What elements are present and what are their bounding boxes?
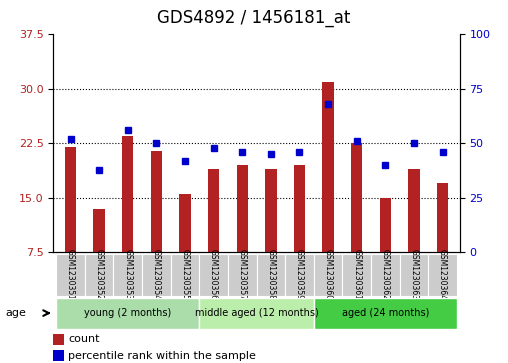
Bar xyxy=(400,254,428,296)
Bar xyxy=(294,165,305,252)
Bar xyxy=(179,194,190,252)
Text: GSM1230363: GSM1230363 xyxy=(409,249,419,301)
Bar xyxy=(53,334,64,345)
Text: GDS4892 / 1456181_at: GDS4892 / 1456181_at xyxy=(157,9,351,27)
Text: middle aged (12 months): middle aged (12 months) xyxy=(195,308,319,318)
Bar xyxy=(228,254,257,296)
Bar xyxy=(237,165,248,252)
Bar xyxy=(285,254,314,296)
Text: GSM1230361: GSM1230361 xyxy=(352,249,361,301)
Text: age: age xyxy=(5,308,26,318)
Text: GSM1230354: GSM1230354 xyxy=(152,249,161,301)
Bar xyxy=(113,254,142,296)
Text: young (2 months): young (2 months) xyxy=(84,308,171,318)
Bar xyxy=(408,169,420,252)
Bar xyxy=(314,254,342,296)
Bar xyxy=(56,298,199,329)
Bar xyxy=(257,254,285,296)
Text: GSM1230352: GSM1230352 xyxy=(94,249,104,301)
Text: GSM1230358: GSM1230358 xyxy=(266,249,275,301)
Bar xyxy=(65,147,76,252)
Bar xyxy=(323,82,334,252)
Text: GSM1230356: GSM1230356 xyxy=(209,249,218,301)
Bar xyxy=(371,254,400,296)
Text: percentile rank within the sample: percentile rank within the sample xyxy=(69,351,257,361)
Bar xyxy=(342,254,371,296)
Bar xyxy=(208,169,219,252)
Bar xyxy=(85,254,113,296)
Bar xyxy=(379,198,391,252)
Bar xyxy=(93,209,105,252)
Text: GSM1230360: GSM1230360 xyxy=(324,249,333,301)
Bar xyxy=(171,254,199,296)
Bar xyxy=(199,298,314,329)
Text: GSM1230353: GSM1230353 xyxy=(123,249,132,301)
Bar xyxy=(56,254,85,296)
Bar xyxy=(199,254,228,296)
Text: GSM1230357: GSM1230357 xyxy=(238,249,247,301)
Bar xyxy=(151,151,162,252)
Text: GSM1230351: GSM1230351 xyxy=(66,249,75,301)
Bar xyxy=(314,298,457,329)
Text: GSM1230359: GSM1230359 xyxy=(295,249,304,301)
Text: GSM1230355: GSM1230355 xyxy=(180,249,189,301)
Text: aged (24 months): aged (24 months) xyxy=(342,308,429,318)
Text: GSM1230364: GSM1230364 xyxy=(438,249,447,301)
Bar xyxy=(122,136,134,252)
Bar xyxy=(53,350,64,362)
Bar xyxy=(428,254,457,296)
Text: GSM1230362: GSM1230362 xyxy=(381,249,390,301)
Text: count: count xyxy=(69,334,100,344)
Bar xyxy=(351,143,362,252)
Bar xyxy=(265,169,276,252)
Bar xyxy=(437,183,448,252)
Bar xyxy=(142,254,171,296)
